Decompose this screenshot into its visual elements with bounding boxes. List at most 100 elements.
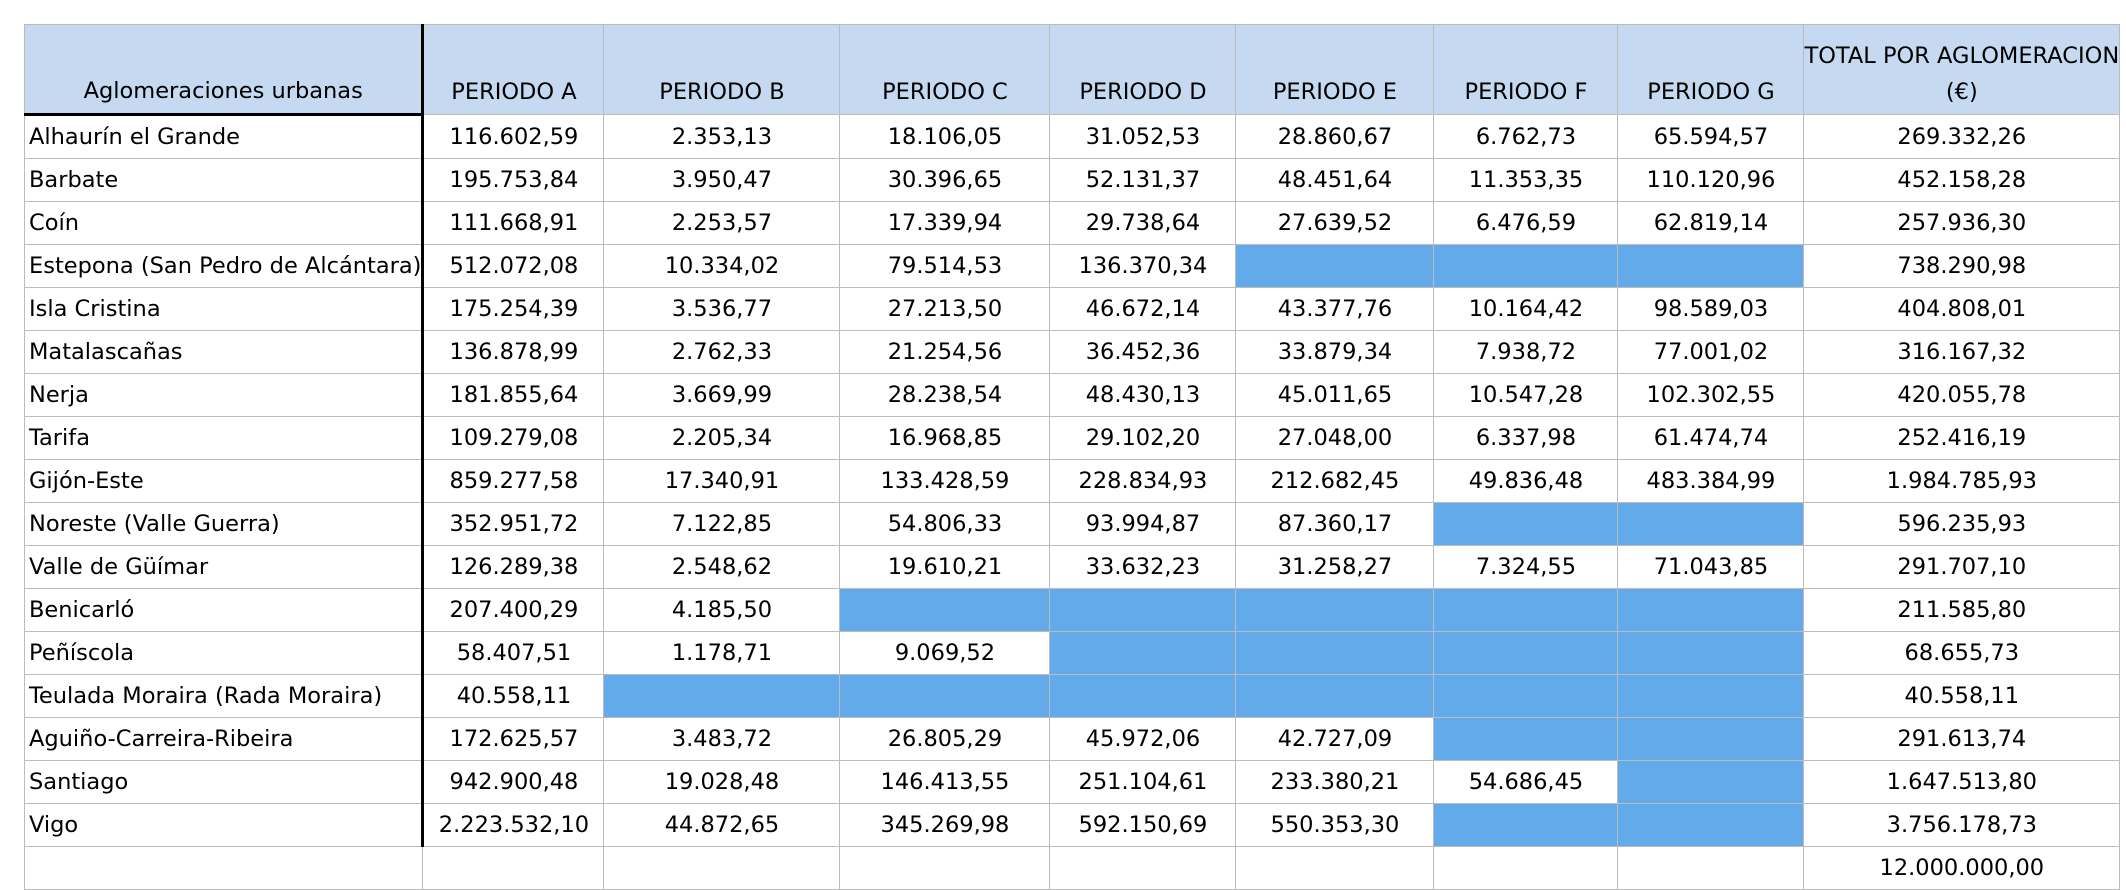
period-value-cell[interactable]: 181.855,64 [422, 373, 605, 417]
period-value-cell[interactable]: 49.836,48 [1433, 459, 1619, 503]
period-value-cell[interactable]: 21.254,56 [839, 330, 1051, 374]
empty-highlighted-cell[interactable] [1617, 631, 1805, 675]
empty-highlighted-cell[interactable] [1433, 631, 1619, 675]
row-name-cell[interactable]: Benicarló [23, 588, 425, 632]
period-value-cell[interactable]: 133.428,59 [839, 459, 1051, 503]
period-value-cell[interactable]: 48.430,13 [1049, 373, 1237, 417]
period-value-cell[interactable]: 45.972,06 [1049, 717, 1237, 761]
header-name[interactable]: Aglomeraciones urbanas [23, 24, 425, 116]
period-value-cell[interactable]: 212.682,45 [1235, 459, 1435, 503]
empty-highlighted-cell[interactable] [1235, 631, 1435, 675]
period-value-cell[interactable]: 3.669,99 [603, 373, 841, 417]
empty-cell[interactable] [23, 846, 424, 890]
period-value-cell[interactable]: 54.806,33 [839, 502, 1051, 546]
header-total[interactable]: TOTAL POR AGLOMERACION (€) [1803, 24, 2121, 115]
period-value-cell[interactable]: 136.370,34 [1049, 244, 1237, 288]
header-period-a[interactable]: PERIODO A [422, 24, 605, 115]
period-value-cell[interactable]: 2.223.532,10 [422, 803, 605, 847]
period-value-cell[interactable]: 7.122,85 [603, 502, 841, 546]
row-name-cell[interactable]: Santiago [23, 760, 425, 804]
row-total-cell[interactable]: 68.655,73 [1803, 631, 2121, 675]
period-value-cell[interactable]: 54.686,45 [1433, 760, 1619, 804]
period-value-cell[interactable]: 3.536,77 [603, 287, 841, 331]
period-value-cell[interactable]: 10.164,42 [1433, 287, 1619, 331]
period-value-cell[interactable]: 26.805,29 [839, 717, 1051, 761]
empty-highlighted-cell[interactable] [1433, 674, 1619, 718]
empty-cell[interactable] [603, 846, 841, 890]
row-total-cell[interactable]: 1.984.785,93 [1803, 459, 2121, 503]
period-value-cell[interactable]: 19.028,48 [603, 760, 841, 804]
period-value-cell[interactable]: 43.377,76 [1235, 287, 1435, 331]
period-value-cell[interactable]: 7.324,55 [1433, 545, 1619, 589]
period-value-cell[interactable]: 40.558,11 [422, 674, 605, 718]
period-value-cell[interactable]: 42.727,09 [1235, 717, 1435, 761]
grand-total-cell[interactable]: 12.000.000,00 [1803, 846, 2121, 890]
period-value-cell[interactable]: 2.253,57 [603, 201, 841, 245]
period-value-cell[interactable]: 512.072,08 [422, 244, 605, 288]
period-value-cell[interactable]: 61.474,74 [1617, 416, 1805, 460]
period-value-cell[interactable]: 111.668,91 [422, 201, 605, 245]
row-name-cell[interactable]: Estepona (San Pedro de Alcántara) [23, 244, 425, 288]
period-value-cell[interactable]: 29.738,64 [1049, 201, 1237, 245]
row-total-cell[interactable]: 3.756.178,73 [1803, 803, 2121, 847]
period-value-cell[interactable]: 93.994,87 [1049, 502, 1237, 546]
row-name-cell[interactable]: Gijón-Este [23, 459, 425, 503]
period-value-cell[interactable]: 10.547,28 [1433, 373, 1619, 417]
period-value-cell[interactable]: 71.043,85 [1617, 545, 1805, 589]
empty-highlighted-cell[interactable] [1617, 717, 1805, 761]
period-value-cell[interactable]: 79.514,53 [839, 244, 1051, 288]
period-value-cell[interactable]: 251.104,61 [1049, 760, 1237, 804]
row-name-cell[interactable]: Barbate [23, 158, 425, 202]
row-name-cell[interactable]: Aguiño-Carreira-Ribeira [23, 717, 425, 761]
header-period-d[interactable]: PERIODO D [1049, 24, 1237, 115]
period-value-cell[interactable]: 7.938,72 [1433, 330, 1619, 374]
row-name-cell[interactable]: Nerja [23, 373, 425, 417]
period-value-cell[interactable]: 10.334,02 [603, 244, 841, 288]
period-value-cell[interactable]: 28.860,67 [1235, 114, 1435, 159]
period-value-cell[interactable]: 27.213,50 [839, 287, 1051, 331]
period-value-cell[interactable]: 942.900,48 [422, 760, 605, 804]
period-value-cell[interactable]: 18.106,05 [839, 114, 1051, 159]
period-value-cell[interactable]: 3.950,47 [603, 158, 841, 202]
period-value-cell[interactable]: 44.872,65 [603, 803, 841, 847]
header-period-f[interactable]: PERIODO F [1433, 24, 1619, 115]
empty-highlighted-cell[interactable] [1433, 244, 1619, 288]
period-value-cell[interactable]: 2.548,62 [603, 545, 841, 589]
period-value-cell[interactable]: 146.413,55 [839, 760, 1051, 804]
header-period-c[interactable]: PERIODO C [839, 24, 1051, 115]
row-name-cell[interactable]: Vigo [23, 803, 425, 847]
header-period-e[interactable]: PERIODO E [1235, 24, 1435, 115]
period-value-cell[interactable]: 6.476,59 [1433, 201, 1619, 245]
period-value-cell[interactable]: 2.762,33 [603, 330, 841, 374]
empty-highlighted-cell[interactable] [1049, 674, 1237, 718]
row-total-cell[interactable]: 1.647.513,80 [1803, 760, 2121, 804]
period-value-cell[interactable]: 33.879,34 [1235, 330, 1435, 374]
empty-cell[interactable] [422, 846, 605, 890]
period-value-cell[interactable]: 65.594,57 [1617, 114, 1805, 159]
period-value-cell[interactable]: 228.834,93 [1049, 459, 1237, 503]
empty-highlighted-cell[interactable] [1433, 588, 1619, 632]
period-value-cell[interactable]: 195.753,84 [422, 158, 605, 202]
period-value-cell[interactable]: 17.339,94 [839, 201, 1051, 245]
period-value-cell[interactable]: 2.205,34 [603, 416, 841, 460]
period-value-cell[interactable]: 1.178,71 [603, 631, 841, 675]
period-value-cell[interactable]: 77.001,02 [1617, 330, 1805, 374]
row-name-cell[interactable]: Noreste (Valle Guerra) [23, 502, 425, 546]
empty-highlighted-cell[interactable] [1235, 588, 1435, 632]
period-value-cell[interactable]: 17.340,91 [603, 459, 841, 503]
period-value-cell[interactable]: 126.289,38 [422, 545, 605, 589]
empty-highlighted-cell[interactable] [603, 674, 841, 718]
row-name-cell[interactable]: Tarifa [23, 416, 425, 460]
row-total-cell[interactable]: 211.585,80 [1803, 588, 2121, 632]
period-value-cell[interactable]: 109.279,08 [422, 416, 605, 460]
empty-highlighted-cell[interactable] [1433, 502, 1619, 546]
period-value-cell[interactable]: 87.360,17 [1235, 502, 1435, 546]
period-value-cell[interactable]: 3.483,72 [603, 717, 841, 761]
period-value-cell[interactable]: 4.185,50 [603, 588, 841, 632]
row-total-cell[interactable]: 596.235,93 [1803, 502, 2121, 546]
empty-highlighted-cell[interactable] [839, 588, 1051, 632]
period-value-cell[interactable]: 45.011,65 [1235, 373, 1435, 417]
period-value-cell[interactable]: 28.238,54 [839, 373, 1051, 417]
empty-highlighted-cell[interactable] [1617, 588, 1805, 632]
period-value-cell[interactable]: 31.052,53 [1049, 114, 1237, 159]
